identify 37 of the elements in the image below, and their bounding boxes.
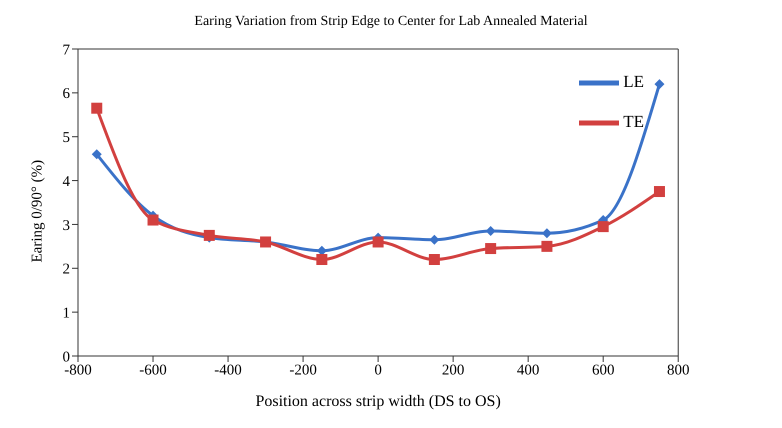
chart-title: Earing Variation from Strip Edge to Center for Lab Annealed Material [193, 14, 589, 30]
x-tick-label: -200 [289, 362, 317, 379]
point [541, 240, 552, 252]
legend-label: LE [623, 72, 644, 91]
point [598, 221, 609, 232]
y-tick-label: 3 [62, 218, 70, 234]
y-axis-title: Earing 0/90° (%) [29, 160, 46, 262]
x-axis-title: Position across strip width (DS to OS) [255, 393, 501, 410]
x-tick-label: -800 [64, 362, 92, 379]
point [485, 243, 496, 254]
x-tick-label: 600 [592, 362, 614, 379]
y-tick-label: 7 [62, 42, 70, 58]
point [91, 102, 102, 114]
x-tick-label: 200 [442, 362, 464, 379]
x-tick-label: 400 [516, 362, 540, 379]
point [654, 186, 665, 198]
legend-label: TE [623, 112, 644, 131]
point [654, 79, 664, 90]
point [372, 236, 384, 248]
y-tick-label: 0 [62, 349, 70, 366]
x-tick-label: -600 [139, 362, 167, 379]
point [428, 254, 440, 266]
point [148, 214, 159, 226]
point [542, 228, 552, 238]
point [486, 226, 496, 236]
y-tick-label: 4 [62, 174, 70, 190]
x-tick-label: 0 [374, 362, 382, 379]
x-tick-label: -400 [214, 362, 242, 379]
point [204, 230, 215, 241]
y-tick-label: 6 [62, 86, 70, 102]
y-tick-label: 1 [62, 305, 70, 322]
point [92, 149, 102, 160]
x-tick-label: 800 [666, 362, 690, 379]
point [429, 234, 440, 245]
y-tick-label: 2 [62, 262, 70, 278]
y-tick-label: 5 [62, 130, 70, 146]
point [316, 254, 328, 266]
